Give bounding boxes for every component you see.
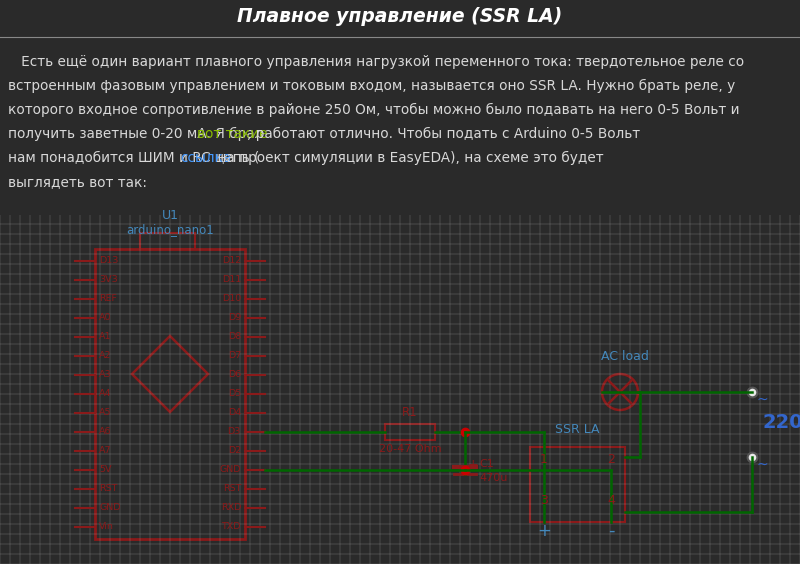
Text: RST: RST — [99, 484, 118, 493]
Text: RST: RST — [222, 484, 241, 493]
Text: выглядеть вот так:: выглядеть вот так: — [8, 175, 147, 189]
Text: D7: D7 — [228, 351, 241, 360]
Text: получить заветные 0-20 мА. Я брал: получить заветные 0-20 мА. Я брал — [8, 127, 268, 141]
Text: D11: D11 — [222, 275, 241, 284]
Text: встроенным фазовым управлением и токовым входом, называется оно SSR LA. Нужно бр: встроенным фазовым управлением и токовым… — [8, 79, 735, 93]
Text: D10: D10 — [222, 294, 241, 303]
Text: SSR LA: SSR LA — [555, 423, 600, 436]
Text: которого входное сопротивление в районе 250 Ом, чтобы можно было подавать на нег: которого входное сопротивление в районе … — [8, 103, 739, 117]
Bar — [95, 249, 245, 539]
Bar — [140, 233, 195, 249]
Text: REF: REF — [99, 294, 117, 303]
Text: A2: A2 — [99, 351, 111, 360]
Text: на проект симуляции в EasyEDA), на схеме это будет: на проект симуляции в EasyEDA), на схеме… — [214, 151, 604, 165]
Bar — [385, 424, 435, 440]
Text: A0: A0 — [99, 313, 111, 322]
Text: 470u: 470u — [479, 473, 507, 483]
Text: D4: D4 — [228, 408, 241, 417]
Text: 3V3: 3V3 — [99, 275, 118, 284]
Text: R1: R1 — [402, 406, 418, 419]
Text: D3: D3 — [228, 427, 241, 436]
Text: arduino_nano1: arduino_nano1 — [126, 223, 214, 236]
Text: ссылка: ссылка — [180, 151, 231, 165]
Text: 20-47 Ohm: 20-47 Ohm — [378, 444, 442, 454]
Text: A6: A6 — [99, 427, 111, 436]
Text: -: - — [608, 522, 614, 540]
Text: TXD: TXD — [222, 522, 241, 531]
Text: +: + — [537, 522, 551, 540]
Text: GND: GND — [219, 465, 241, 474]
Text: нам понадобится ШИМ и RC цепь (: нам понадобится ШИМ и RC цепь ( — [8, 151, 259, 165]
Text: A3: A3 — [99, 370, 112, 379]
Text: A7: A7 — [99, 446, 111, 455]
Text: , работают отлично. Чтобы подать с Arduino 0-5 Вольт: , работают отлично. Чтобы подать с Ardui… — [246, 127, 640, 141]
Text: ~: ~ — [757, 458, 769, 472]
Text: Плавное управление (SSR LA): Плавное управление (SSR LA) — [238, 7, 562, 27]
Text: AC load: AC load — [601, 350, 649, 363]
Text: ~: ~ — [757, 393, 769, 407]
Text: RXD: RXD — [221, 503, 241, 512]
Text: D8: D8 — [228, 332, 241, 341]
Text: +: + — [468, 459, 478, 472]
Text: U1: U1 — [162, 209, 178, 222]
Text: Vin: Vin — [99, 522, 114, 531]
Text: D6: D6 — [228, 370, 241, 379]
Text: D12: D12 — [222, 256, 241, 265]
Text: 2: 2 — [607, 453, 615, 466]
Text: D2: D2 — [228, 446, 241, 455]
Text: 3: 3 — [540, 494, 548, 507]
Text: A5: A5 — [99, 408, 111, 417]
Text: вот такие: вот такие — [197, 127, 267, 141]
Text: 220V: 220V — [762, 413, 800, 432]
Text: A1: A1 — [99, 332, 111, 341]
Text: D5: D5 — [228, 389, 241, 398]
Text: 4: 4 — [607, 494, 615, 507]
Text: D13: D13 — [99, 256, 118, 265]
Text: D9: D9 — [228, 313, 241, 322]
Text: C1: C1 — [479, 459, 494, 469]
Bar — [530, 447, 625, 522]
Text: Есть ещё один вариант плавного управления нагрузкой переменного тока: твердотель: Есть ещё один вариант плавного управлени… — [8, 55, 744, 69]
Text: 5V: 5V — [99, 465, 111, 474]
Text: A4: A4 — [99, 389, 111, 398]
Text: GND: GND — [99, 503, 121, 512]
Text: 1: 1 — [540, 453, 548, 466]
